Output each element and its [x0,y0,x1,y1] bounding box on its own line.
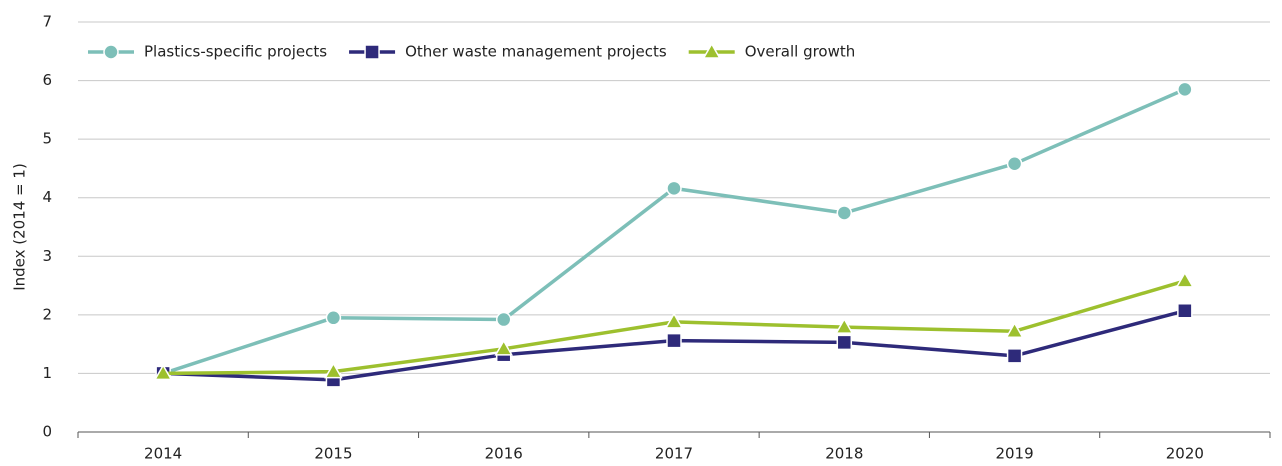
legend-label: Overall growth [745,43,856,61]
marker [153,363,173,381]
y-axis-label: Index (2014 = 1) [11,163,29,291]
marker [834,317,854,334]
marker [836,205,853,221]
marker [364,44,380,60]
marker [836,334,853,351]
y-tick-label: 2 [42,305,52,323]
x-tick-label: 2016 [485,445,523,463]
legend-label: Other waste management projects [405,43,667,61]
marker [494,339,514,356]
marker [1175,271,1195,288]
marker [1177,81,1193,98]
marker [666,180,682,197]
series-line [162,87,1186,376]
y-tick-label: 7 [42,13,52,31]
x-tick-label: 2017 [655,445,693,463]
y-tick-label: 5 [42,130,52,148]
marker [324,362,343,379]
x-tick-label: 2015 [314,445,352,463]
marker [325,310,342,326]
marker [1177,303,1193,319]
marker [664,312,684,329]
marker [103,44,119,60]
x-tick-label: 2014 [144,445,182,463]
marker [1006,155,1023,172]
y-tick-label: 4 [42,188,52,206]
marker [666,332,682,349]
y-tick-label: 3 [42,247,52,265]
marker [702,42,721,59]
x-tick-label: 2020 [1166,445,1204,463]
legend-label: Plastics-specific projects [144,43,327,61]
x-tick-label: 2019 [995,445,1033,463]
x-tick-label: 2018 [825,445,863,463]
marker [495,311,512,328]
marker [1006,348,1023,364]
y-tick-label: 1 [42,364,52,382]
y-tick-label: 0 [42,423,52,441]
marker [1005,321,1024,339]
y-tick-label: 6 [42,71,52,89]
